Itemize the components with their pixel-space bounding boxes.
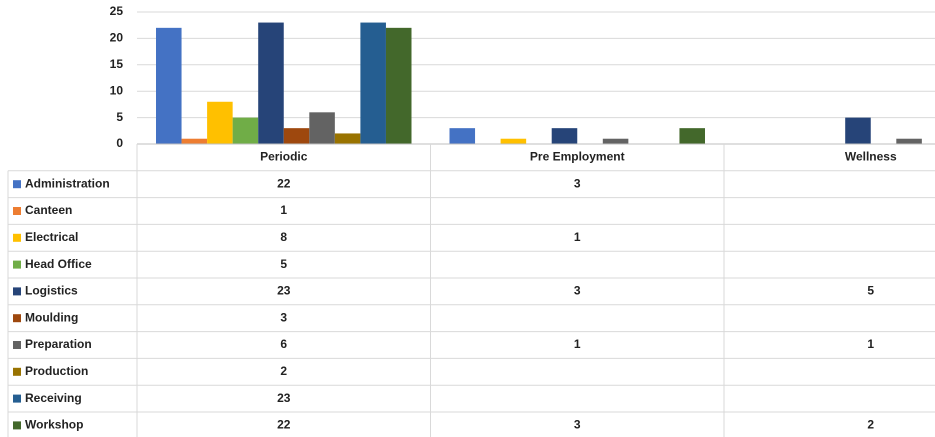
- bar: [309, 112, 335, 144]
- legend-label: Preparation: [25, 337, 92, 351]
- legend-swatch: [13, 367, 21, 376]
- x-tick-label: Periodic: [260, 150, 308, 164]
- legend-label: Electrical: [25, 230, 78, 244]
- bar: [156, 27, 182, 145]
- legend-swatch: [13, 260, 21, 269]
- table-value: 1: [280, 203, 287, 217]
- table-value: 22: [277, 176, 291, 190]
- y-tick-label: 15: [110, 57, 124, 71]
- y-tick-label: 25: [110, 4, 124, 18]
- legend-label: Administration: [25, 176, 110, 190]
- table-value: 8: [280, 230, 287, 244]
- bar: [500, 138, 527, 144]
- bar: [896, 138, 922, 144]
- bar: [181, 138, 208, 144]
- table-value: 5: [867, 284, 874, 298]
- bar: [679, 128, 705, 144]
- bar: [207, 101, 233, 144]
- bar: [360, 22, 386, 145]
- legend-swatch: [13, 287, 21, 296]
- legend-label: Receiving: [25, 391, 82, 405]
- bar: [845, 117, 871, 144]
- bar: [449, 128, 476, 144]
- x-tick-label: Wellness: [845, 150, 897, 164]
- legend-swatch: [13, 233, 21, 242]
- bar: [551, 128, 578, 144]
- y-tick-label: 10: [110, 83, 124, 97]
- legend-label: Workshop: [25, 418, 83, 432]
- table-value: 23: [277, 284, 291, 298]
- table-value: 22: [277, 418, 291, 432]
- table-value: 3: [574, 284, 581, 298]
- legend-label: Moulding: [25, 310, 78, 324]
- legend-swatch: [13, 394, 21, 403]
- legend-swatch: [13, 180, 21, 189]
- legend-label: Canteen: [25, 203, 72, 217]
- bar: [232, 117, 259, 144]
- bar: [385, 27, 412, 145]
- table-value: 1: [574, 337, 581, 351]
- legend-swatch: [13, 421, 21, 430]
- legend-swatch: [13, 341, 21, 349]
- bar: [258, 22, 284, 145]
- legend-swatch: [13, 314, 21, 323]
- bar: [283, 128, 310, 144]
- table-value: 23: [277, 391, 291, 405]
- bar: [334, 133, 361, 144]
- table-value: 1: [574, 230, 581, 244]
- legend-label: Logistics: [25, 284, 78, 298]
- y-tick-label: 0: [116, 136, 123, 150]
- legend-label: Production: [25, 364, 88, 378]
- table-value: 2: [280, 364, 287, 378]
- bar: [602, 138, 629, 144]
- legend-swatch: [13, 207, 21, 215]
- legend-label: Head Office: [25, 257, 92, 271]
- x-tick-label: Pre Employment: [530, 150, 625, 164]
- table-value: 1: [867, 337, 874, 351]
- table-value: 3: [574, 176, 581, 190]
- y-tick-label: 5: [116, 110, 123, 124]
- table-value: 3: [280, 310, 287, 324]
- table-value: 3: [574, 418, 581, 432]
- table-value: 5: [280, 257, 287, 271]
- table-value: 2: [867, 418, 874, 432]
- table-value: 6: [280, 337, 287, 351]
- y-tick-label: 20: [110, 31, 124, 45]
